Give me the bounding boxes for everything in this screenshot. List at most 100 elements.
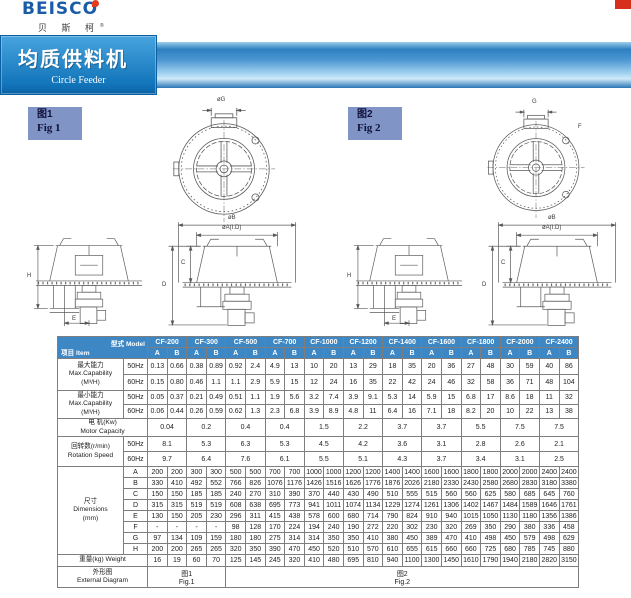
data-cell: 645 bbox=[538, 488, 560, 501]
data-cell: 1176 bbox=[284, 477, 305, 490]
data-cell: 109 bbox=[186, 532, 207, 545]
row-label: 外形图 External Diagram bbox=[57, 566, 148, 589]
data-cell: 42 bbox=[401, 374, 423, 391]
fig2-dim-h: H bbox=[347, 273, 352, 279]
data-cell: 0.59 bbox=[205, 404, 227, 419]
data-cell: 18 bbox=[440, 404, 462, 419]
data-cell: 2180 bbox=[519, 554, 540, 568]
data-cell: 1876 bbox=[382, 477, 403, 490]
data-cell: 1200 bbox=[362, 466, 384, 479]
fig1-dim-c: C bbox=[181, 260, 186, 266]
data-cell: 30 bbox=[499, 358, 521, 375]
data-cell: 1074 bbox=[342, 499, 364, 512]
data-cell: 0.04 bbox=[146, 417, 188, 438]
data-cell: 128 bbox=[244, 521, 266, 534]
data-cell: 510 bbox=[342, 543, 364, 556]
banner-bar bbox=[150, 42, 631, 88]
data-cell: 296 bbox=[225, 510, 246, 523]
model-header: CF-700 bbox=[264, 336, 305, 348]
sub-col-header: A bbox=[382, 347, 403, 359]
data-cell: 0.2 bbox=[186, 417, 227, 438]
data-cell: 2580 bbox=[480, 477, 501, 490]
data-cell: 1790 bbox=[480, 554, 501, 568]
fig1-label-cn: 图1 bbox=[37, 109, 53, 120]
data-cell: 6.4 bbox=[382, 404, 403, 419]
data-cell: 826 bbox=[244, 477, 266, 490]
data-cell: 272 bbox=[362, 521, 384, 534]
data-cell: 86 bbox=[558, 358, 580, 375]
sub-col-header: B bbox=[323, 347, 344, 359]
data-cell: 302 bbox=[401, 521, 423, 534]
freq-label: 60Hz bbox=[123, 374, 148, 391]
sub-col-header: B bbox=[480, 347, 501, 359]
fig2-top-view-drawing bbox=[480, 104, 592, 220]
sub-col-header: B bbox=[558, 347, 580, 359]
data-cell: 20 bbox=[480, 404, 501, 419]
data-cell: 5.3 bbox=[186, 436, 227, 453]
data-cell: 48 bbox=[480, 358, 501, 375]
data-cell: 1261 bbox=[421, 499, 442, 512]
data-cell: 13 bbox=[538, 404, 560, 419]
data-cell: 1589 bbox=[519, 499, 540, 512]
data-cell: 200 bbox=[166, 466, 188, 479]
data-cell: 4.8 bbox=[342, 404, 364, 419]
data-cell: 0.38 bbox=[186, 358, 207, 375]
data-cell: 220 bbox=[382, 521, 403, 534]
data-cell: 3.7 bbox=[421, 451, 462, 468]
data-cell: 6.8 bbox=[284, 404, 305, 419]
data-cell: 580 bbox=[499, 488, 521, 501]
data-cell: 16 bbox=[401, 404, 423, 419]
data-cell: 390 bbox=[264, 543, 286, 556]
data-cell: 760 bbox=[558, 488, 580, 501]
data-cell: 240 bbox=[225, 488, 246, 501]
data-cell: 6.4 bbox=[186, 451, 227, 468]
fig2-label-en: Fig 2 bbox=[357, 121, 381, 134]
fig1-dim-d: D bbox=[162, 282, 167, 288]
data-cell: 450 bbox=[401, 532, 423, 545]
data-cell: 1306 bbox=[440, 499, 462, 512]
data-cell: 32 bbox=[558, 390, 580, 405]
sub-col-header: B bbox=[166, 347, 188, 359]
data-cell: 500 bbox=[225, 466, 246, 479]
fig2-dim-d: D bbox=[482, 282, 487, 288]
fig1-dim-og: øG bbox=[217, 97, 226, 103]
data-cell: 560 bbox=[440, 488, 462, 501]
model-header: CF-2400 bbox=[538, 336, 580, 348]
data-cell: 130 bbox=[147, 510, 168, 523]
data-cell: 578 bbox=[303, 510, 325, 523]
data-cell: 766 bbox=[225, 477, 246, 490]
brand-logo-chinese: 贝 斯 柯® bbox=[38, 23, 104, 33]
data-cell: 0.21 bbox=[186, 390, 207, 405]
data-cell: 458 bbox=[558, 521, 580, 534]
data-cell: 410 bbox=[166, 477, 188, 490]
data-cell: 2.4 bbox=[244, 358, 266, 375]
data-cell: 695 bbox=[342, 554, 364, 568]
data-cell: 8.6 bbox=[499, 390, 521, 405]
data-cell: 27 bbox=[460, 358, 482, 375]
data-cell: 9.7 bbox=[146, 451, 188, 468]
data-cell: 1467 bbox=[480, 499, 501, 512]
data-cell: 15 bbox=[440, 390, 462, 405]
fig2-dim-c: C bbox=[501, 260, 506, 266]
data-cell: 59 bbox=[519, 358, 540, 375]
data-cell: 1400 bbox=[401, 466, 423, 479]
data-cell: 38 bbox=[558, 404, 580, 419]
data-cell: 1386 bbox=[558, 510, 580, 523]
data-cell: 824 bbox=[401, 510, 423, 523]
data-cell: 314 bbox=[284, 532, 305, 545]
table-corner: 型式 Model 项目 Item bbox=[57, 336, 148, 359]
data-cell: 6.3 bbox=[225, 436, 266, 453]
data-cell: 480 bbox=[323, 554, 344, 568]
data-cell: 1940 bbox=[499, 554, 521, 568]
data-cell: 3.7 bbox=[421, 417, 462, 438]
fig1-top-view-drawing bbox=[165, 102, 283, 224]
data-cell: 2000 bbox=[499, 466, 521, 479]
dim-key: H bbox=[123, 543, 148, 556]
data-cell: 685 bbox=[519, 488, 540, 501]
data-cell: - bbox=[166, 521, 188, 534]
data-cell: 470 bbox=[284, 543, 305, 556]
data-cell: 1130 bbox=[499, 510, 521, 523]
row-label: 最小能力 Max.Capability (M³/H) bbox=[57, 390, 124, 419]
data-cell: 500 bbox=[244, 466, 266, 479]
data-cell: 330 bbox=[147, 477, 168, 490]
